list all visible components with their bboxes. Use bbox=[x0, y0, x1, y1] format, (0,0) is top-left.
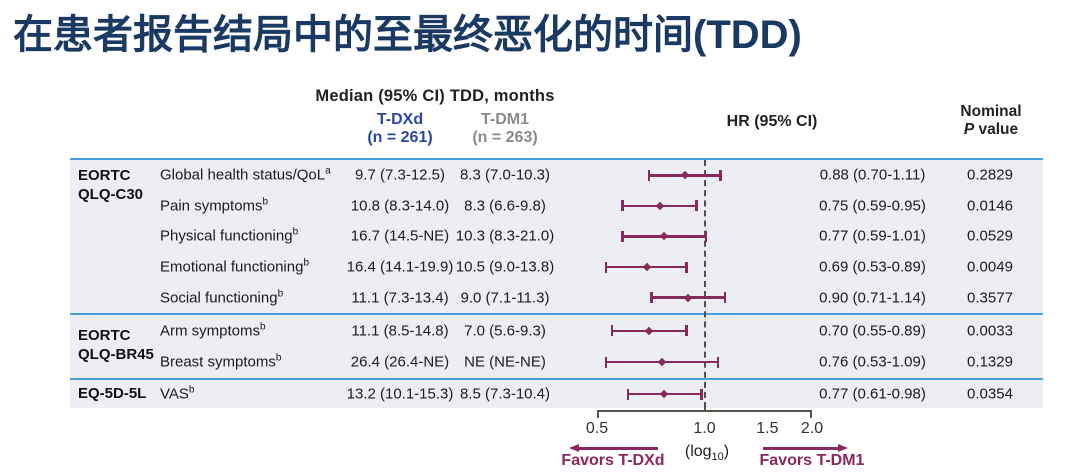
hr-value: 0.69 (0.53-0.89) bbox=[819, 258, 926, 276]
measure-label: Breast symptomsb bbox=[160, 352, 282, 371]
instrument-group-label: EQ-5D-5L bbox=[78, 385, 147, 402]
section-eortc-qlq-c30: EORTC QLQ-C30 Global health status/QoLa … bbox=[70, 158, 1043, 313]
hr-column-header: HR (95% CI) bbox=[726, 113, 818, 130]
p-value: 0.3577 bbox=[967, 289, 1013, 307]
favors-tdxd-arrow bbox=[569, 444, 658, 453]
tdxd-median-value: 11.1 (8.5-14.8) bbox=[351, 322, 449, 340]
tdxd-median-value: 10.8 (8.3-14.0) bbox=[350, 197, 450, 215]
tdm1-median-value: NE (NE-NE) bbox=[464, 353, 546, 371]
axis-tick-label: 2.0 bbox=[800, 420, 824, 437]
tdxd-median-value: 13.2 (10.1-15.3) bbox=[346, 385, 454, 403]
p-value: 0.0529 bbox=[967, 227, 1013, 245]
pvalue-header-line1: Nominal bbox=[960, 103, 1022, 120]
arrowhead-right-icon bbox=[838, 444, 848, 452]
ci-marker bbox=[597, 354, 812, 370]
p-value: 0.2829 bbox=[967, 166, 1013, 184]
favors-tdxd-label: Favors T-DXd bbox=[561, 452, 665, 469]
tdxd-median-value: 9.7 (7.3-12.5) bbox=[354, 166, 446, 184]
ci-marker bbox=[597, 228, 812, 244]
hr-value: 0.76 (0.53-1.09) bbox=[819, 353, 926, 371]
tdxd-median-value: 16.4 (14.1-19.9) bbox=[346, 258, 454, 276]
axis-scale-note: (log10) bbox=[684, 443, 730, 464]
ci-marker bbox=[597, 198, 812, 214]
p-value: 0.1329 bbox=[967, 353, 1013, 371]
section-eortc-qlq-br45: EORTC QLQ-BR45 Arm symptomsb 11.1 (8.5-1… bbox=[70, 313, 1043, 378]
ci-marker bbox=[597, 386, 812, 402]
tdm1-name: T-DM1 bbox=[481, 111, 529, 128]
hr-value: 0.75 (0.59-0.95) bbox=[819, 197, 926, 215]
instrument-group-label: EORTC QLQ-C30 bbox=[78, 167, 144, 203]
tdxd-name: T-DXd bbox=[376, 111, 424, 128]
table-row: VASb 13.2 (10.1-15.3) 8.5 (7.3-10.4) 0.7… bbox=[70, 380, 1043, 408]
section-eq-5d-5l: EQ-5D-5L VASb 13.2 (10.1-15.3) 8.5 (7.3-… bbox=[70, 378, 1043, 408]
axis-endcap-right bbox=[810, 410, 812, 418]
tdxd-median-value: 26.4 (26.4-NE) bbox=[350, 353, 450, 371]
table-row: Physical functioningb 16.7 (14.5-NE) 10.… bbox=[70, 221, 1043, 252]
table-row: Breast symptomsb 26.4 (26.4-NE) NE (NE-N… bbox=[70, 347, 1043, 379]
p-value: 0.0033 bbox=[967, 322, 1013, 340]
measure-label: Physical functioningb bbox=[160, 226, 299, 245]
table-row: Arm symptomsb 11.1 (8.5-14.8) 7.0 (5.6-9… bbox=[70, 315, 1043, 347]
measure-label: Social functioningb bbox=[160, 288, 284, 307]
ci-marker bbox=[597, 290, 812, 306]
tdm1-median-value: 10.5 (9.0-13.8) bbox=[455, 258, 555, 276]
table-row: Global health status/QoLa 9.7 (7.3-12.5)… bbox=[70, 160, 1043, 191]
measure-label: Global health status/QoLa bbox=[160, 165, 331, 184]
median-column-group-header: Median (95% CI) TDD, months bbox=[315, 87, 555, 105]
tdm1-median-value: 8.3 (6.6-9.8) bbox=[464, 197, 546, 215]
tdm1-median-value: 10.3 (8.3-21.0) bbox=[455, 227, 555, 245]
tdm1-column-header: T-DM1 (n = 263) bbox=[450, 111, 560, 147]
favors-tdm1-label: Favors T-DM1 bbox=[759, 452, 865, 469]
tdxd-n: (n = 261) bbox=[367, 129, 433, 146]
page-title: 在患者报告结局中的至最终恶化的时间(TDD) bbox=[13, 13, 802, 57]
hr-value: 0.77 (0.59-1.01) bbox=[819, 227, 926, 245]
measure-label: VASb bbox=[160, 384, 195, 403]
tdxd-median-value: 11.1 (7.3-13.4) bbox=[351, 289, 449, 307]
hr-value: 0.70 (0.55-0.89) bbox=[819, 322, 926, 340]
axis-line bbox=[597, 410, 812, 412]
p-value: 0.0049 bbox=[967, 258, 1013, 276]
axis-tick-label: 1.0 bbox=[693, 420, 716, 437]
instrument-group-label: EORTC QLQ-BR45 bbox=[78, 327, 154, 363]
tdxd-median-value: 16.7 (14.5-NE) bbox=[350, 227, 450, 245]
axis-tick-label: 0.5 bbox=[585, 420, 609, 437]
ci-marker bbox=[597, 259, 812, 275]
ci-marker bbox=[597, 167, 812, 183]
axis-tick-label: 1.5 bbox=[756, 420, 779, 437]
hr-value: 0.90 (0.71-1.14) bbox=[819, 289, 926, 307]
measure-label: Pain symptomsb bbox=[160, 196, 269, 215]
measure-label: Arm symptomsb bbox=[160, 321, 266, 340]
arrowhead-left-icon bbox=[569, 444, 579, 452]
tdm1-median-value: 9.0 (7.1-11.3) bbox=[460, 289, 550, 307]
tdxd-column-header: T-DXd (n = 261) bbox=[330, 111, 470, 147]
axis-endcap-left bbox=[597, 410, 599, 418]
tdm1-median-value: 8.3 (7.0-10.3) bbox=[459, 166, 551, 184]
favors-tdm1-arrow bbox=[763, 444, 848, 453]
p-value: 0.0354 bbox=[967, 385, 1013, 403]
table-row: Pain symptomsb 10.8 (8.3-14.0) 8.3 (6.6-… bbox=[70, 191, 1043, 222]
axis-tick-mark bbox=[703, 403, 706, 410]
tdm1-median-value: 7.0 (5.6-9.3) bbox=[464, 322, 546, 340]
tdm1-median-value: 8.5 (7.3-10.4) bbox=[459, 385, 551, 403]
table-row: Emotional functioningb 16.4 (14.1-19.9) … bbox=[70, 252, 1043, 283]
ci-marker bbox=[597, 323, 812, 339]
pvalue-header-line2: P value bbox=[963, 121, 1019, 138]
measure-label: Emotional functioningb bbox=[160, 257, 309, 276]
x-axis: 0.5 1.0 1.5 2.0 (log10) bbox=[586, 403, 823, 472]
table-row: Social functioningb 11.1 (7.3-13.4) 9.0 … bbox=[70, 282, 1043, 313]
tdm1-n: (n = 263) bbox=[472, 129, 538, 146]
p-value: 0.0146 bbox=[967, 197, 1013, 215]
hr-value: 0.77 (0.61-0.98) bbox=[819, 385, 926, 403]
hr-value: 0.88 (0.70-1.11) bbox=[819, 166, 926, 184]
pvalue-column-header: Nominal P value bbox=[941, 103, 1041, 139]
